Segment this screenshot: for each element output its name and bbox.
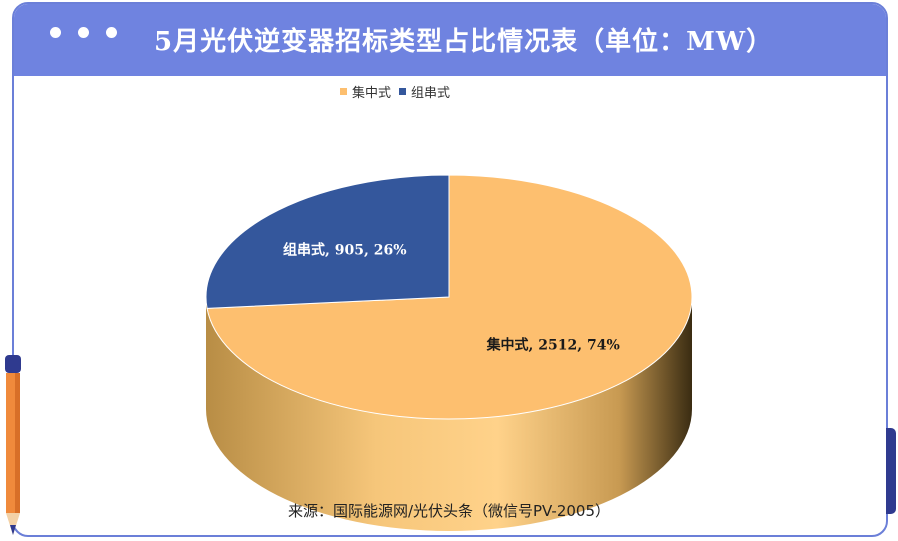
chart-legend: 集中式 组串式 [340,80,458,102]
pie-side-wall [206,297,692,531]
legend-item-centralized: 集中式 [340,82,391,101]
pie-data-label-1: 组串式, 905, 26% [283,241,407,258]
pie-3d-side [206,297,692,531]
source-note: 来源：国际能源网/光伏头条（微信号PV-2005） [287,502,611,520]
legend-item-string: 组串式 [399,82,450,101]
window-dot-icon [106,27,117,38]
pie-data-labels: 集中式, 2512, 74% 组串式, 905, 26% [283,241,620,353]
window-dot-icon [78,27,89,38]
legend-label-centralized: 集中式 [352,85,392,101]
pie-data-label-0: 集中式, 2512, 74% [486,337,620,354]
side-tab [886,428,896,514]
legend-swatch-centralized [340,87,347,95]
window-dot-icon [50,27,61,38]
chart-title: 5月光伏逆变器招标类型占比情况表（单位：MW） [154,27,774,57]
pie-slice-1 [205,174,450,309]
pie-top [205,174,693,420]
legend-label-string: 组串式 [411,85,451,101]
legend-swatch-string [399,87,407,95]
title-bar: 5月光伏逆变器招标类型占比情况表（单位：MW） [14,4,886,76]
pencil-icon [5,355,21,535]
